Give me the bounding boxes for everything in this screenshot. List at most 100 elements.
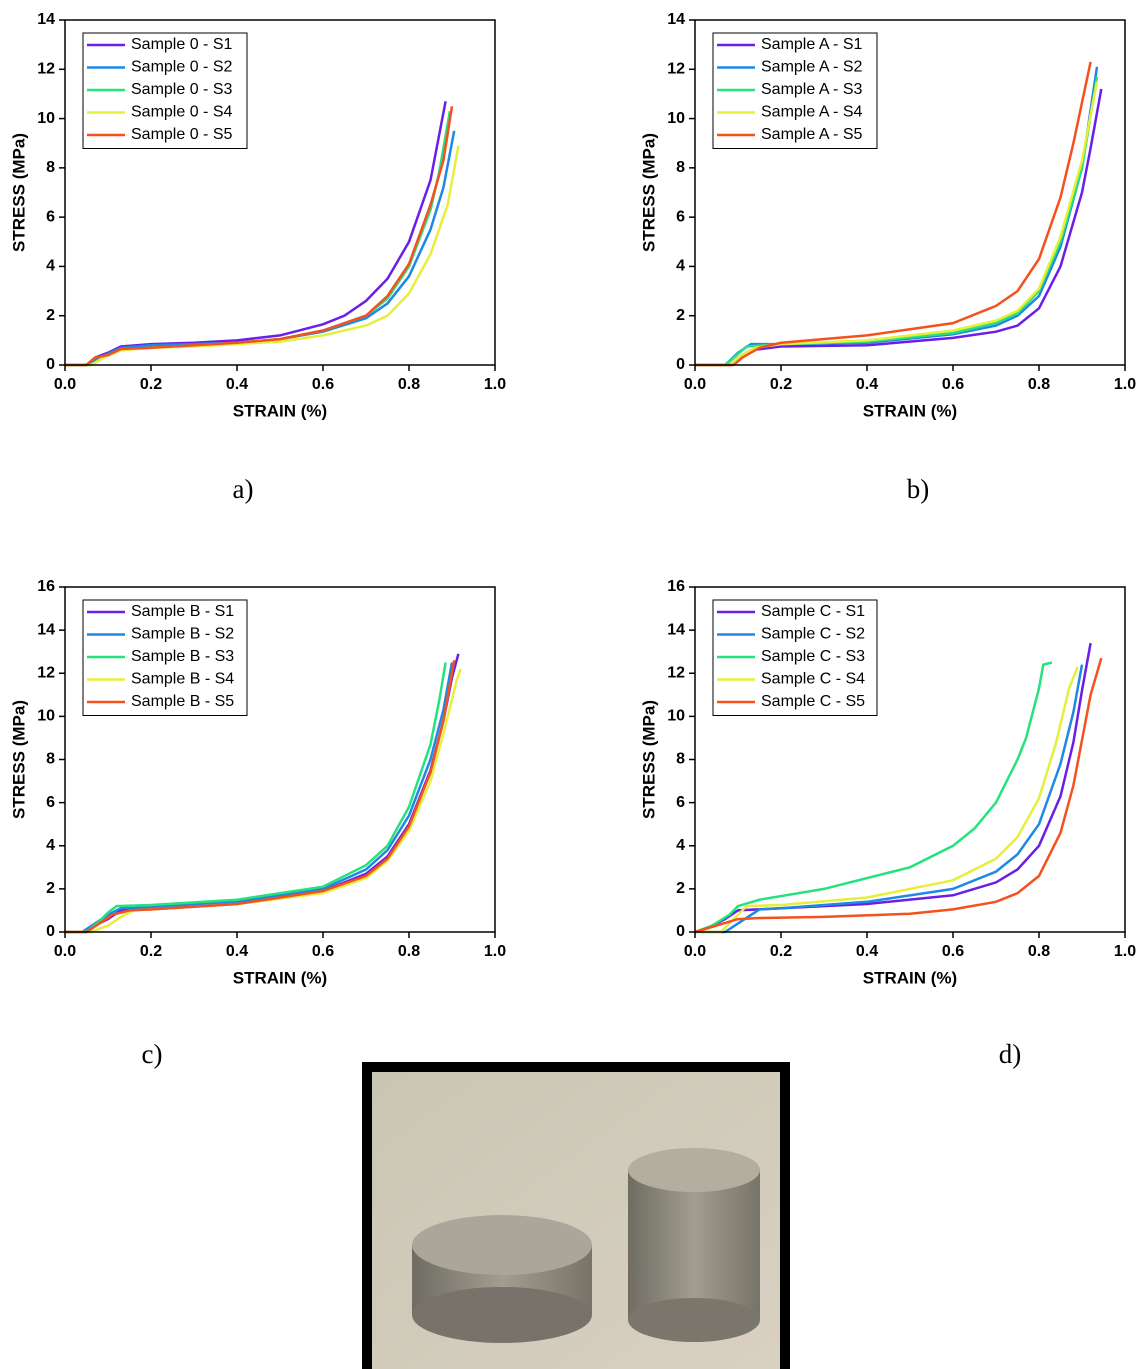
y-tick-label: 2 [676, 307, 685, 324]
x-tick-label: 0.4 [856, 376, 878, 393]
legend-label: Sample 0 - S2 [131, 59, 232, 76]
y-tick-label: 4 [676, 258, 685, 275]
y-tick-label: 6 [46, 794, 55, 811]
data-line [65, 106, 454, 367]
short-cylinder-top [412, 1215, 592, 1275]
x-tick-label: 0.2 [770, 943, 792, 960]
chart: 0.0 0.2 0.4 0.6 0.8 1.0 0 2 4 6 8 10 12 14 16 STRAIN (%… [9, 578, 506, 1069]
data-line [65, 660, 456, 934]
legend-label: Sample A - S3 [761, 81, 862, 98]
legend-label: Sample A - S4 [761, 104, 862, 121]
legend-label: Sample B - S2 [131, 626, 234, 643]
x-tick-label: 0.8 [398, 376, 420, 393]
y-axis-title: STRESS (MPa) [639, 133, 658, 252]
x-tick-label: 0.0 [54, 943, 76, 960]
tall-cylinder [628, 1170, 760, 1320]
x-tick-label: 0.4 [856, 943, 878, 960]
short-cylinder-base [412, 1287, 592, 1343]
x-tick-label: 0.6 [312, 376, 334, 393]
x-tick-label: 0.0 [684, 376, 706, 393]
y-tick-label: 8 [46, 751, 55, 768]
data-line [65, 110, 452, 367]
x-tick-label: 0.4 [226, 376, 248, 393]
y-tick-label: 14 [37, 11, 55, 28]
data-line [695, 81, 1099, 367]
data-line [694, 657, 1103, 934]
data-line [695, 664, 1084, 934]
y-tick-label: 10 [37, 708, 55, 725]
legend-label: Sample 0 - S5 [131, 126, 232, 143]
x-tick-label: 0.0 [684, 943, 706, 960]
y-tick-label: 12 [37, 61, 55, 78]
tall-cylinder-top [628, 1148, 760, 1192]
y-tick-label: 2 [46, 307, 55, 324]
legend-label: Sample C - S2 [761, 626, 865, 643]
chart: 0.0 0.2 0.4 0.6 0.8 1.0 0 2 4 6 8 10 12 14 STRAIN (%) S… [9, 11, 506, 504]
y-tick-label: 8 [676, 159, 685, 176]
y-tick-label: 16 [667, 578, 685, 595]
data-line [65, 668, 462, 934]
y-tick-label: 6 [676, 794, 685, 811]
y-tick-label: 12 [667, 664, 685, 681]
x-tick-label: 0.8 [1028, 943, 1050, 960]
y-axis-title: STRESS (MPa) [639, 700, 658, 819]
y-tick-label: 8 [46, 159, 55, 176]
x-tick-label: 1.0 [1114, 376, 1136, 393]
x-axis-title: STRAIN (%) [863, 401, 957, 420]
x-tick-label: 0.6 [942, 376, 964, 393]
x-tick-label: 1.0 [484, 376, 506, 393]
data-line [65, 130, 456, 367]
y-tick-label: 0 [676, 356, 685, 373]
y-tick-label: 2 [46, 880, 55, 897]
data-line [695, 76, 1099, 367]
legend-label: Sample B - S3 [131, 648, 234, 665]
x-tick-label: 0.8 [398, 943, 420, 960]
legend-label: Sample A - S1 [761, 36, 862, 53]
x-tick-label: 0.2 [140, 376, 162, 393]
y-tick-label: 12 [667, 61, 685, 78]
x-tick-label: 0.6 [312, 943, 334, 960]
legend-label: Sample A - S5 [761, 126, 862, 143]
panel-label: a) [233, 474, 254, 504]
legend-label: Sample A - S2 [761, 59, 862, 76]
x-axis-title: STRAIN (%) [863, 968, 957, 987]
y-tick-label: 14 [667, 621, 685, 638]
plot-frame [694, 19, 1126, 366]
x-tick-label: 1.0 [1114, 943, 1136, 960]
legend-label: Sample 0 - S1 [131, 36, 232, 53]
x-tick-label: 0.2 [770, 376, 792, 393]
data-line [695, 61, 1092, 367]
x-tick-label: 0.0 [54, 376, 76, 393]
y-tick-label: 0 [676, 923, 685, 940]
y-tick-label: 10 [667, 110, 685, 127]
chart: 0.0 0.2 0.4 0.6 0.8 1.0 0 2 4 6 8 10 12 14 STRAIN (%) S… [639, 11, 1136, 504]
y-tick-label: 14 [667, 11, 685, 28]
y-tick-label: 10 [667, 708, 685, 725]
x-axis-title: STRAIN (%) [233, 401, 327, 420]
y-tick-label: 10 [37, 110, 55, 127]
y-tick-label: 4 [46, 837, 55, 854]
tall-cylinder-base [628, 1298, 760, 1342]
chart: 0.0 0.2 0.4 0.6 0.8 1.0 0 2 4 6 8 10 12 14 16 STRAIN (%… [639, 578, 1136, 1069]
legend-label: Sample C - S1 [761, 603, 865, 620]
data-line [65, 145, 460, 367]
x-tick-label: 1.0 [484, 943, 506, 960]
x-tick-label: 0.8 [1028, 376, 1050, 393]
y-tick-label: 0 [46, 356, 55, 373]
y-tick-label: 4 [676, 837, 685, 854]
y-tick-label: 16 [37, 578, 55, 595]
y-tick-label: 2 [676, 880, 685, 897]
x-axis-title: STRAIN (%) [233, 968, 327, 987]
panel-label: c) [142, 1039, 163, 1069]
plot-frame [64, 19, 496, 366]
legend-label: Sample 0 - S4 [131, 104, 232, 121]
legend-label: Sample B - S1 [131, 603, 234, 620]
y-tick-label: 4 [46, 258, 55, 275]
y-axis-title: STRESS (MPa) [9, 700, 28, 819]
legend-label: Sample 0 - S3 [131, 81, 232, 98]
y-tick-label: 14 [37, 621, 55, 638]
y-axis-title: STRESS (MPa) [9, 133, 28, 252]
y-tick-label: 6 [46, 208, 55, 225]
legend-label: Sample C - S3 [761, 648, 865, 665]
